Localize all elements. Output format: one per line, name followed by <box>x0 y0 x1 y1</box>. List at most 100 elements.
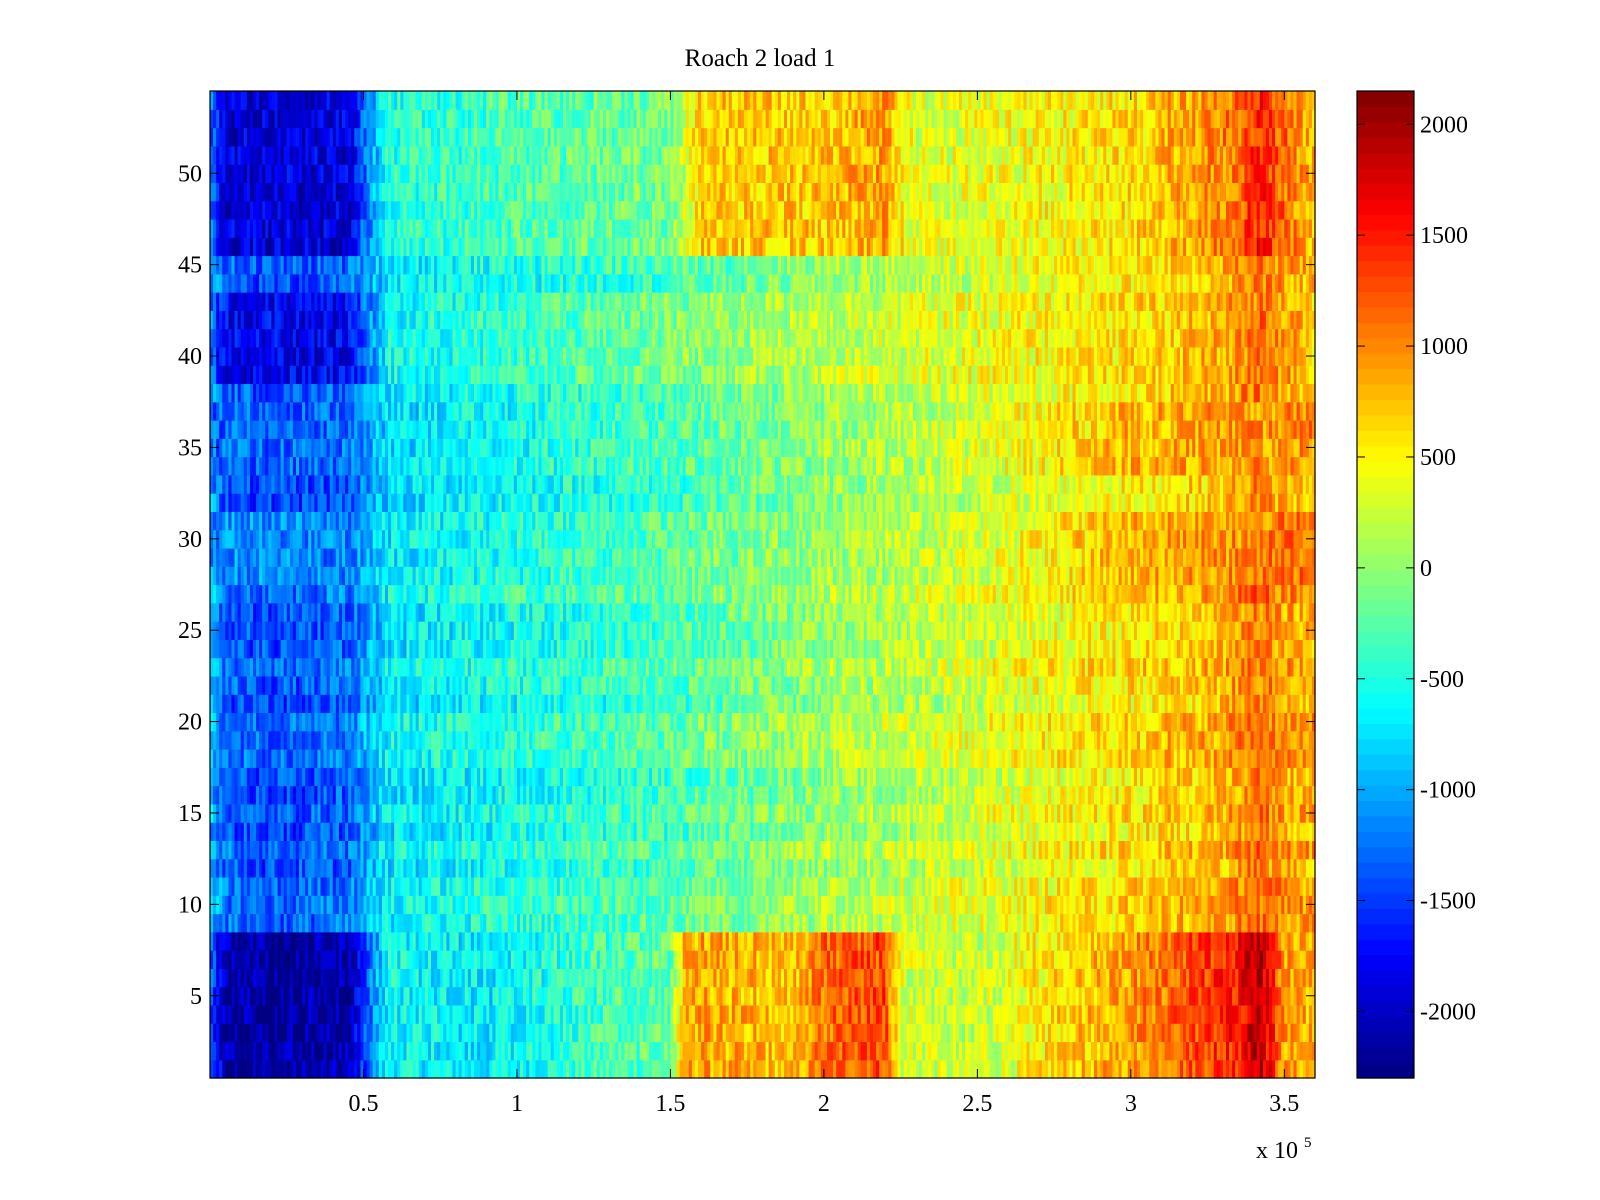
heatmap-cell <box>857 1041 862 1061</box>
heatmap-cell <box>1124 1041 1129 1061</box>
heatmap-cell <box>1302 1041 1307 1061</box>
heatmap-cell <box>252 1041 257 1061</box>
heatmap-cell <box>1250 1041 1255 1061</box>
heatmap-cell <box>759 1041 764 1061</box>
heatmap-cell <box>596 1023 601 1043</box>
heatmap-cell <box>529 1023 533 1043</box>
heatmap-cell <box>1222 1041 1227 1061</box>
heatmap-cell <box>968 1059 972 1079</box>
heatmap-cell <box>562 1023 567 1043</box>
heatmap-cell <box>774 1059 779 1079</box>
heatmap-cell <box>575 1059 579 1079</box>
heatmap-cell <box>375 1023 380 1043</box>
heatmap-cell <box>777 1059 782 1079</box>
heatmap-cell <box>240 1059 245 1079</box>
heatmap-cell <box>495 1023 500 1043</box>
heatmap-cell <box>955 1059 960 1079</box>
heatmap-cell <box>572 1023 576 1043</box>
heatmap-cell <box>1054 1059 1058 1079</box>
heatmap-cell <box>470 1059 475 1079</box>
heatmap-cell <box>771 1041 776 1061</box>
heatmap-cell <box>553 1023 558 1043</box>
heatmap-cell <box>768 1041 773 1061</box>
heatmap-cell <box>596 1041 601 1061</box>
heatmap-cell <box>434 1059 438 1079</box>
heatmap-cell <box>384 1041 389 1061</box>
heatmap-cell <box>854 1059 859 1079</box>
heatmap-cell <box>609 1023 613 1043</box>
heatmap-cell <box>311 1041 315 1061</box>
heatmap-cell <box>538 1059 543 1079</box>
heatmap-cell <box>498 1023 503 1043</box>
heatmap-cell <box>562 1059 567 1079</box>
heatmap-cell <box>516 1023 521 1043</box>
heatmap-cell <box>341 1023 346 1043</box>
heatmap-cell <box>427 1023 432 1043</box>
heatmap-cell <box>609 1041 613 1061</box>
heatmap-cell <box>375 1041 380 1061</box>
heatmap-cell <box>529 1059 533 1079</box>
heatmap-cell <box>317 1023 322 1043</box>
heatmap-cell <box>572 1041 576 1061</box>
heatmap-cell <box>633 1041 638 1061</box>
heatmap-cell <box>470 1041 475 1061</box>
heatmap-cell <box>458 1023 463 1043</box>
heatmap-cell <box>412 1041 417 1061</box>
heatmap-cell <box>483 1041 487 1061</box>
heatmap-cell <box>922 1041 926 1061</box>
heatmap-cell <box>222 1041 226 1061</box>
heatmap-cell <box>409 1059 414 1079</box>
heatmap-cell <box>305 1023 309 1043</box>
heatmap-cell <box>354 1041 358 1061</box>
heatmap-cell <box>1198 1041 1203 1061</box>
heatmap-cell <box>437 1041 441 1061</box>
heatmap-cell <box>578 1059 582 1079</box>
heatmap-cell <box>1293 1059 1298 1079</box>
heatmap-cell <box>845 1059 850 1079</box>
heatmap-cell <box>1097 1041 1101 1061</box>
heatmap-cell <box>1247 1041 1252 1061</box>
heatmap-cell <box>1265 1041 1270 1061</box>
heatmap-cell <box>360 1041 365 1061</box>
chart-title: Roach 2 load 1 <box>685 45 836 72</box>
heatmap-cell <box>317 1059 322 1079</box>
heatmap-cell <box>1213 1059 1218 1079</box>
heatmap-cell <box>1103 1059 1107 1079</box>
heatmap-cell <box>836 1059 840 1079</box>
heatmap-cell <box>1057 1041 1061 1061</box>
heatmap-cell <box>1250 1059 1255 1079</box>
heatmap-cell <box>1152 1041 1156 1061</box>
heatmap-cell <box>1167 1041 1172 1061</box>
heatmap-cell <box>375 1059 380 1079</box>
heatmap-cell <box>661 1041 665 1061</box>
heatmap-cell <box>510 1023 515 1043</box>
heatmap-cell <box>826 1059 831 1079</box>
heatmap-cell <box>1164 1059 1169 1079</box>
heatmap-cell <box>1069 1041 1074 1061</box>
heatmap-cell <box>860 1059 865 1079</box>
heatmap-cell <box>943 1059 948 1079</box>
heatmap-cell <box>989 1041 994 1061</box>
heatmap-cell <box>885 1059 889 1079</box>
heatmap-cell <box>397 1041 401 1061</box>
heatmap-cell <box>590 1041 595 1061</box>
heatmap-cell <box>691 1041 696 1061</box>
heatmap-cell <box>1152 1059 1156 1079</box>
heatmap-cell <box>452 1041 457 1061</box>
heatmap-cell <box>412 1059 417 1079</box>
heatmap-cell <box>501 1059 506 1079</box>
heatmap-cell <box>348 1023 352 1043</box>
heatmap-cell <box>1090 1059 1095 1079</box>
heatmap-cell <box>1051 1041 1055 1061</box>
heatmap-cell <box>664 1041 668 1061</box>
heatmap-cell <box>437 1059 441 1079</box>
heatmap-cell <box>648 1041 653 1061</box>
heatmap-cell <box>1149 1041 1153 1061</box>
heatmap-cell <box>621 1059 625 1079</box>
heatmap-cell <box>553 1041 558 1061</box>
heatmap-cell <box>851 1041 856 1061</box>
heatmap-cell <box>249 1041 254 1061</box>
heatmap-cell <box>225 1041 230 1061</box>
heatmap-cell <box>1244 1041 1249 1061</box>
heatmap-cell <box>1275 1041 1279 1061</box>
